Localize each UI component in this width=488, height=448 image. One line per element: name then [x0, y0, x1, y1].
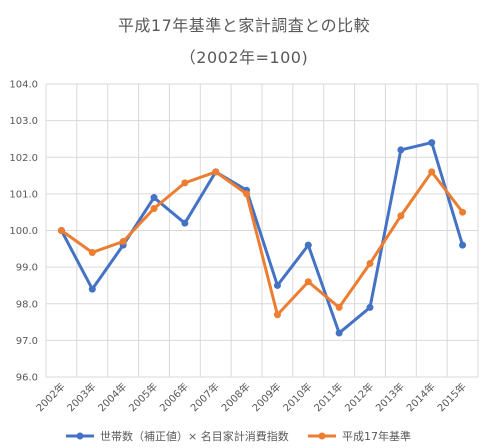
series-2-point	[273, 311, 281, 319]
series-1-point	[366, 303, 374, 311]
y-tick-label: 100.0	[9, 226, 38, 237]
x-tick-label: 2004年	[95, 380, 129, 414]
chart-title: 平成17年基準と家計調査との比較	[117, 16, 371, 35]
series-2-point	[335, 303, 343, 311]
y-tick-label: 103.0	[9, 116, 38, 127]
series-1-point	[273, 281, 281, 289]
series-2-point	[366, 259, 374, 267]
x-tick-label: 2006年	[157, 380, 191, 414]
legend-label: 平成17年基準	[342, 429, 411, 443]
x-tick-label: 2012年	[342, 380, 376, 414]
legend-swatch-marker	[76, 432, 84, 440]
y-tick-label: 97.0	[16, 336, 38, 347]
x-tick-label: 2015年	[434, 380, 468, 414]
x-tick-label: 2008年	[218, 380, 252, 414]
y-tick-label: 101.0	[9, 189, 38, 200]
chart-subtitle: （2002年=100)	[179, 48, 309, 67]
series-1-point	[181, 219, 189, 227]
y-tick-label: 102.0	[9, 153, 38, 164]
series-1-point	[428, 139, 436, 147]
series-2-point	[397, 212, 405, 220]
x-tick-label: 2013年	[373, 380, 407, 414]
series-1-point	[88, 285, 96, 293]
series-2-point	[304, 278, 312, 286]
y-tick-label: 99.0	[16, 263, 38, 274]
x-tick-label: 2007年	[188, 380, 222, 414]
x-tick-label: 2010年	[280, 380, 314, 414]
legend-label: 世帯数（補正値）× 名目家計消費指数	[100, 429, 289, 443]
x-tick-label: 2011年	[311, 380, 345, 414]
series-1-point	[150, 194, 158, 202]
legend-swatch-marker	[318, 432, 326, 440]
series-1-point	[459, 241, 467, 249]
series-2-point	[243, 190, 251, 198]
series-2-point	[150, 205, 158, 213]
series-line-2	[59, 170, 465, 317]
x-tick-label: 2005年	[126, 380, 160, 414]
series-2-point	[459, 208, 467, 216]
y-tick-label: 104.0	[9, 80, 38, 91]
series-1-point	[335, 329, 343, 337]
x-tick-label: 2014年	[404, 380, 438, 414]
series-1-point	[304, 241, 312, 249]
series-1-point	[397, 146, 405, 154]
x-tick-label: 2003年	[64, 380, 98, 414]
x-tick-label: 2002年	[33, 380, 67, 414]
y-tick-label: 96.0	[16, 373, 38, 384]
x-tick-label: 2009年	[249, 380, 283, 414]
series-2-point	[212, 168, 220, 176]
series-2-point	[57, 227, 65, 234]
series-2-point	[88, 248, 96, 256]
series-2-point	[119, 237, 127, 245]
series-2-point	[428, 168, 436, 176]
series-2-point	[181, 179, 189, 187]
y-tick-label: 98.0	[16, 299, 38, 310]
